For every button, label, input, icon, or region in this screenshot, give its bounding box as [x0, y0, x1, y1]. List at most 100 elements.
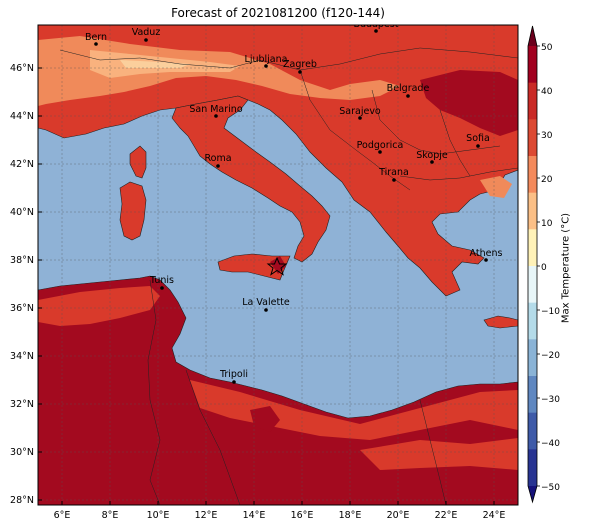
x-tick-label: 12°E: [195, 510, 218, 521]
city-dot-vaduz: [144, 38, 148, 42]
map-field: Bern Vaduz Budapest Ljubljana Zagreb Bel…: [38, 19, 518, 505]
colorbar-tick-label: 10: [541, 219, 553, 229]
city-label-skopje: Skopje: [416, 150, 448, 161]
x-tick-label: 18°E: [339, 510, 362, 521]
colorbar-tick-label: 30: [541, 131, 553, 141]
city-dot-budapest: [374, 29, 378, 33]
city-dot-skopje: [430, 160, 434, 164]
colorbar: [527, 25, 540, 504]
land-corsica: [129, 145, 147, 179]
city-label-ljubljana: Ljubljana: [245, 54, 288, 65]
x-tick-label: 8°E: [102, 510, 119, 521]
land-sardinia: [119, 181, 147, 241]
city-label-tunis: Tunis: [149, 275, 174, 286]
balkans-hot-patch: [420, 70, 518, 136]
x-tick-label: 22°E: [435, 510, 458, 521]
colorbar-ticks: 50 40 30 20 10 0 −10 −20 −30 −40 −50: [541, 43, 560, 493]
city-dot-tirana: [392, 178, 396, 182]
colorbar-tick-label: −10: [541, 307, 560, 317]
city-dot-sofia: [476, 144, 480, 148]
city-label-zagreb: Zagreb: [283, 59, 317, 70]
y-tick-label: 46°N: [10, 63, 34, 74]
colorbar-segment: [528, 192, 537, 230]
city-label-sofia: Sofia: [466, 133, 490, 144]
y-axis: 46°N 44°N 42°N 40°N 38°N 36°N 34°N 32°N …: [10, 63, 42, 506]
city-label-tripoli: Tripoli: [219, 369, 248, 380]
city-label-roma: Roma: [204, 153, 231, 164]
africa-warm-zone-south: [360, 438, 518, 470]
colorbar-label: Max Temperature (°C): [560, 212, 572, 324]
colorbar-segment: [528, 229, 537, 267]
colorbar-segment: [528, 266, 537, 304]
y-tick-label: 28°N: [10, 495, 34, 506]
y-tick-label: 34°N: [10, 351, 34, 362]
city-label-la-valette: La Valette: [242, 297, 290, 308]
y-tick-label: 36°N: [10, 303, 34, 314]
city-label-belgrade: Belgrade: [387, 83, 430, 94]
x-tick-label: 6°E: [54, 510, 71, 521]
x-tick-label: 16°E: [291, 510, 314, 521]
x-tick-label: 14°E: [243, 510, 266, 521]
colorbar-segment: [528, 412, 537, 450]
city-label-tirana: Tirana: [378, 167, 409, 178]
land-crete: [483, 315, 518, 329]
graticule: [38, 25, 518, 505]
x-tick-label: 24°E: [483, 510, 506, 521]
city-label-san-marino: San Marino: [189, 104, 242, 115]
star-marker-icon: [266, 256, 288, 276]
africa-hot-patch: [250, 406, 280, 432]
city-dot-ljubljana: [264, 64, 268, 68]
map-frame: [37, 24, 519, 506]
colorbar-segment: [528, 376, 537, 414]
city-dot-bern: [94, 42, 98, 46]
colorbar-segment: [528, 449, 537, 487]
city-markers: Bern Vaduz Budapest Ljubljana Zagreb Bel…: [85, 19, 503, 384]
city-dot-belgrade: [406, 94, 410, 98]
colorbar-segment: [528, 119, 537, 157]
y-tick-label: 38°N: [10, 255, 34, 266]
y-tick-label: 42°N: [10, 159, 34, 170]
x-tick-label: 10°E: [147, 510, 170, 521]
colorbar-segment: [528, 46, 537, 84]
city-dot-athens: [484, 258, 488, 262]
colorbar-segment: [528, 156, 537, 194]
map-title: Forecast of 2021081200 (f120-144): [171, 6, 385, 20]
colorbar-tick-label: −40: [541, 439, 560, 449]
city-dot-sarajevo: [358, 116, 362, 120]
y-tick-label: 40°N: [10, 207, 34, 218]
city-label-athens: Athens: [470, 248, 503, 259]
colorbar-segment: [528, 82, 537, 120]
colorbar-tick-label: 20: [541, 175, 553, 185]
x-axis: 6°E 8°E 10°E 12°E 14°E 16°E 18°E 20°E 22…: [54, 501, 506, 521]
colorbar-extend-top: [528, 26, 537, 46]
city-label-sarajevo: Sarajevo: [339, 106, 381, 117]
colorbar-tick-label: −30: [541, 395, 560, 405]
colorbar-tick-label: 40: [541, 87, 553, 97]
city-label-vaduz: Vaduz: [132, 27, 161, 38]
city-label-bern: Bern: [85, 32, 107, 43]
colorbar-extend-bottom: [528, 486, 537, 502]
alps-coolest-band: [120, 60, 190, 68]
city-label-podgorica: Podgorica: [357, 140, 404, 151]
city-dot-zagreb: [298, 70, 302, 74]
colorbar-tick-label: −50: [541, 483, 560, 493]
colorbar-segment: [528, 339, 537, 377]
colorbar-tick-label: 0: [541, 263, 547, 273]
city-dot-tripoli: [232, 380, 236, 384]
city-dot-tunis: [160, 286, 164, 290]
greece-mild-patch: [480, 176, 512, 198]
city-dot-roma: [216, 164, 220, 168]
colorbar-tick-label: 50: [541, 43, 553, 53]
country-borders: [59, 47, 518, 505]
y-tick-label: 44°N: [10, 111, 34, 122]
city-dot-podgorica: [378, 150, 382, 154]
colorbar-segment: [528, 302, 537, 340]
x-tick-label: 20°E: [387, 510, 410, 521]
city-dot-la-valette: [264, 308, 268, 312]
y-tick-label: 32°N: [10, 399, 34, 410]
land-sicily-hot: [270, 256, 286, 274]
colorbar-tick-label: −20: [541, 351, 560, 361]
y-tick-label: 30°N: [10, 447, 34, 458]
city-label-budapest: Budapest: [354, 19, 399, 30]
